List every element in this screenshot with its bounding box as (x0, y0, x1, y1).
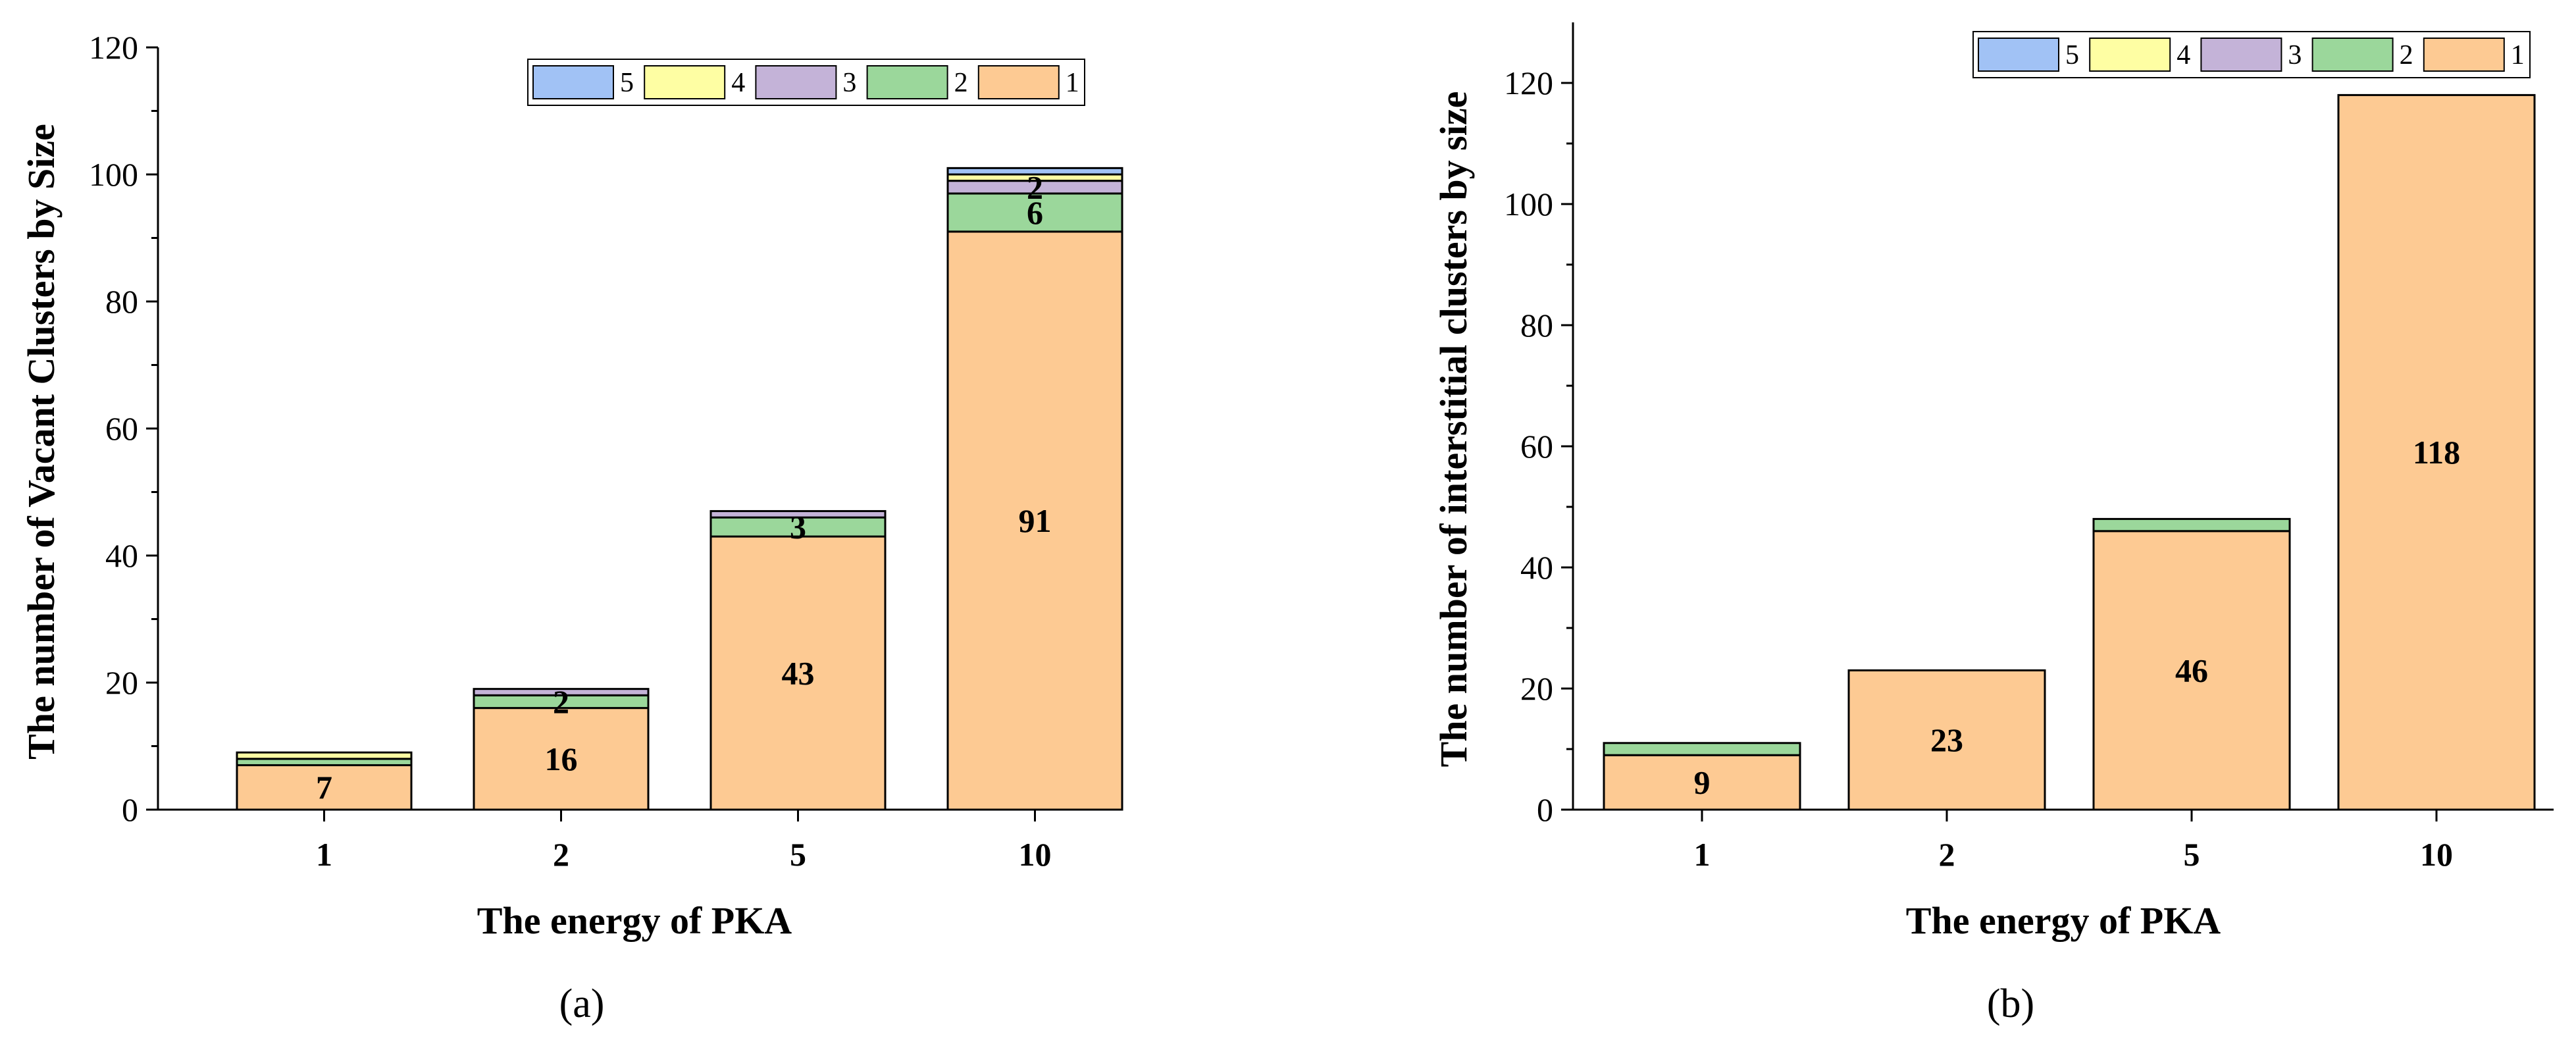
legend-label: 3 (842, 68, 856, 98)
y-tick-label: 100 (1504, 186, 1553, 222)
data-label: 3 (790, 509, 806, 546)
legend-label: 5 (2065, 40, 2079, 70)
legend-swatch-3 (755, 65, 837, 99)
y-tick-label: 20 (1520, 670, 1553, 707)
data-label: 9 (1694, 764, 1711, 801)
bar-2-size-3 (473, 688, 650, 696)
data-label: 16 (545, 741, 578, 777)
legend-swatch-2 (2311, 38, 2394, 72)
legend-label: 2 (2400, 40, 2413, 70)
x-tick-label: 5 (790, 836, 806, 873)
legend-swatch-4 (2089, 38, 2171, 72)
y-tick-label: 80 (105, 283, 138, 320)
data-label: 118 (2413, 434, 2460, 471)
data-label: 6 (1027, 194, 1043, 231)
legend-swatch-3 (2200, 38, 2282, 72)
x-ticks: 1 2 5 10 (1694, 810, 2453, 873)
y-tick-label: 60 (1520, 428, 1553, 465)
x-tick-label: 5 (2184, 836, 2200, 873)
bar-1-size-4 (236, 751, 413, 760)
y-tick-label: 40 (105, 537, 138, 574)
y-tick-label: 20 (105, 664, 138, 701)
legend-label: 1 (2511, 40, 2525, 70)
y-tick-label: 100 (89, 156, 138, 193)
bar-10-size-1 (946, 230, 1123, 811)
panel-label: (a) (559, 981, 605, 1026)
bar-1-size-1 (1603, 754, 1801, 811)
y-ticks: 0 20 40 60 80 100 120 (1504, 65, 1573, 828)
x-tick-label: 1 (1694, 836, 1711, 873)
legend-swatch-1 (977, 65, 1060, 99)
panel-label: (b) (1987, 981, 2034, 1026)
bar-1-size-2 (1603, 742, 1801, 756)
y-tick-label: 120 (89, 29, 138, 66)
legend: 5 4 3 2 1 (1972, 31, 2531, 78)
x-tick-label: 2 (553, 836, 569, 873)
data-label: 7 (316, 769, 332, 806)
bar-5-size-2 (2092, 517, 2291, 533)
y-tick-label: 40 (1520, 549, 1553, 586)
data-label: 43 (782, 655, 815, 692)
y-axis-title: The number of interstitial clusters by s… (1432, 91, 1475, 768)
x-axis-title: The energy of PKA (477, 899, 792, 942)
legend-swatch-1 (2423, 38, 2505, 72)
bar-10-size-1 (2337, 93, 2536, 811)
legend-label: 2 (954, 68, 968, 98)
y-tick-label: 120 (1504, 65, 1553, 101)
x-ticks: 1 2 5 10 (316, 810, 1052, 873)
y-tick-label: 0 (1537, 791, 1553, 828)
y-tick-label: 0 (122, 791, 138, 828)
legend-swatch-5 (1978, 38, 2059, 72)
bars (236, 167, 1123, 811)
legend-label: 4 (2177, 40, 2190, 70)
legend-swatch-2 (866, 65, 948, 99)
y-axis-title: The number of Vacant Clusters by Size (20, 124, 63, 760)
x-tick-label: 10 (2420, 836, 2453, 873)
y-tick-label: 80 (1520, 307, 1553, 344)
data-label: 91 (1019, 502, 1052, 539)
bar-5-size-1 (2092, 530, 2291, 811)
legend-label: 3 (2288, 40, 2302, 70)
x-tick-label: 10 (1019, 836, 1052, 873)
bar-1-size-1 (236, 764, 413, 811)
legend-label: 1 (1066, 68, 1079, 98)
data-label: 46 (2175, 652, 2208, 689)
bar-5-size-3 (709, 509, 887, 519)
y-ticks: 0 20 40 60 80 100 120 (89, 29, 158, 828)
data-label: 23 (1930, 721, 1963, 758)
legend-label: 4 (731, 68, 745, 98)
x-tick-label: 2 (1939, 836, 1955, 873)
x-axis-title: The energy of PKA (1906, 899, 2221, 942)
legend: 5 4 3 2 1 (527, 59, 1085, 106)
bar-5-size-1 (709, 535, 887, 811)
data-labels: 9 23 46 118 (1694, 434, 2461, 800)
legend-swatch-5 (532, 65, 614, 99)
data-label: 2 (553, 683, 569, 720)
data-label: 2 (1027, 169, 1043, 205)
bar-2-size-1 (1847, 669, 2046, 811)
x-tick-label: 1 (316, 836, 332, 873)
legend-label: 5 (620, 68, 634, 98)
bars (1603, 93, 2536, 811)
legend-swatch-4 (644, 65, 726, 99)
bar-10-size-5 (946, 167, 1123, 176)
y-tick-label: 60 (105, 410, 138, 447)
